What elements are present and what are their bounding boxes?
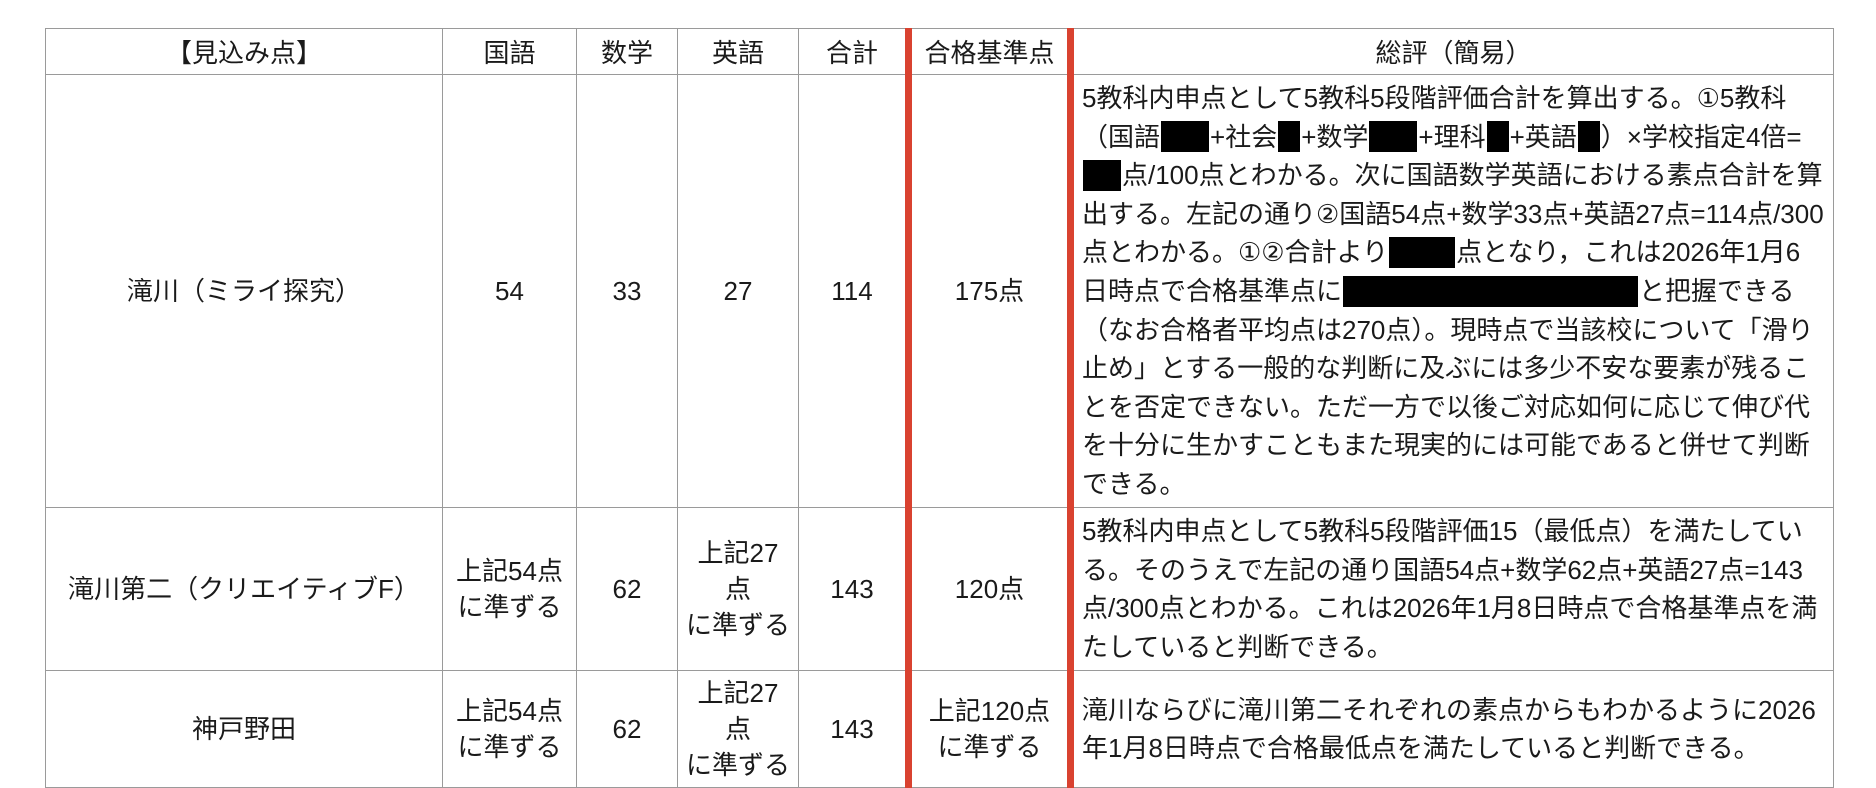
kokugo-score: 54 — [442, 74, 577, 508]
goukei-score: 143 — [798, 507, 909, 671]
page: 【見込み点】 国語 数学 英語 合計 合格基準点 総評（簡易） 滝川（ミライ探究… — [45, 28, 1834, 788]
header-goukei: 合計 — [798, 28, 909, 75]
sugaku-score: 33 — [576, 74, 678, 508]
header-school: 【見込み点】 — [45, 28, 443, 75]
header-eigo: 英語 — [677, 28, 799, 75]
header-sugaku: 数学 — [576, 28, 678, 75]
table-row: 滝川第二（クリエイティブF） 上記54点 に準ずる 62 上記27点 に準ずる … — [45, 507, 1834, 671]
eigo-score: 上記27点 に準ずる — [677, 670, 799, 788]
header-kijun: 合格基準点 — [905, 28, 1074, 75]
eigo-score: 上記27点 に準ずる — [677, 507, 799, 671]
header-review: 総評（簡易） — [1070, 28, 1834, 75]
sugaku-score: 62 — [576, 507, 678, 671]
review-text: 5教科内申点として5教科5段階評価15（最低点）を満たしている。そのうえで左記の… — [1070, 507, 1834, 671]
redaction-box — [1577, 121, 1600, 153]
redaction-box — [1083, 159, 1121, 191]
school-name: 滝川（ミライ探究） — [45, 74, 443, 508]
eigo-score: 27 — [677, 74, 799, 508]
header-row: 【見込み点】 国語 数学 英語 合計 合格基準点 総評（簡易） — [45, 28, 1834, 75]
redaction-box — [1278, 121, 1301, 153]
score-table: 【見込み点】 国語 数学 英語 合計 合格基準点 総評（簡易） 滝川（ミライ探究… — [45, 28, 1834, 788]
header-kokugo: 国語 — [442, 28, 577, 75]
redaction-box — [1369, 121, 1418, 153]
goukei-score: 114 — [798, 74, 909, 508]
table-row: 滝川（ミライ探究） 54 33 27 114 175点 5教科内申点として5教科… — [45, 74, 1834, 508]
table-row: 神戸野田 上記54点 に準ずる 62 上記27点 に準ずる 143 上記120点… — [45, 670, 1834, 788]
kijun-score: 上記120点 に準ずる — [905, 670, 1074, 788]
review-text: 5教科内申点として5教科5段階評価合計を算出する。①5教科（国語 +社会 +数学 +理… — [1070, 74, 1834, 508]
kijun-score: 120点 — [905, 507, 1074, 671]
redaction-box — [1389, 236, 1456, 268]
review-text: 滝川ならびに滝川第二それぞれの素点からもわかるように2026年1月8日時点で合格… — [1070, 670, 1834, 788]
sugaku-score: 62 — [576, 670, 678, 788]
school-name: 神戸野田 — [45, 670, 443, 788]
kijun-score: 175点 — [905, 74, 1074, 508]
redaction-box — [1161, 121, 1210, 153]
redaction-box — [1486, 121, 1509, 153]
redaction-box — [1343, 275, 1639, 307]
school-name: 滝川第二（クリエイティブF） — [45, 507, 443, 671]
kokugo-score: 上記54点 に準ずる — [442, 507, 577, 671]
goukei-score: 143 — [798, 670, 909, 788]
kokugo-score: 上記54点 に準ずる — [442, 670, 577, 788]
